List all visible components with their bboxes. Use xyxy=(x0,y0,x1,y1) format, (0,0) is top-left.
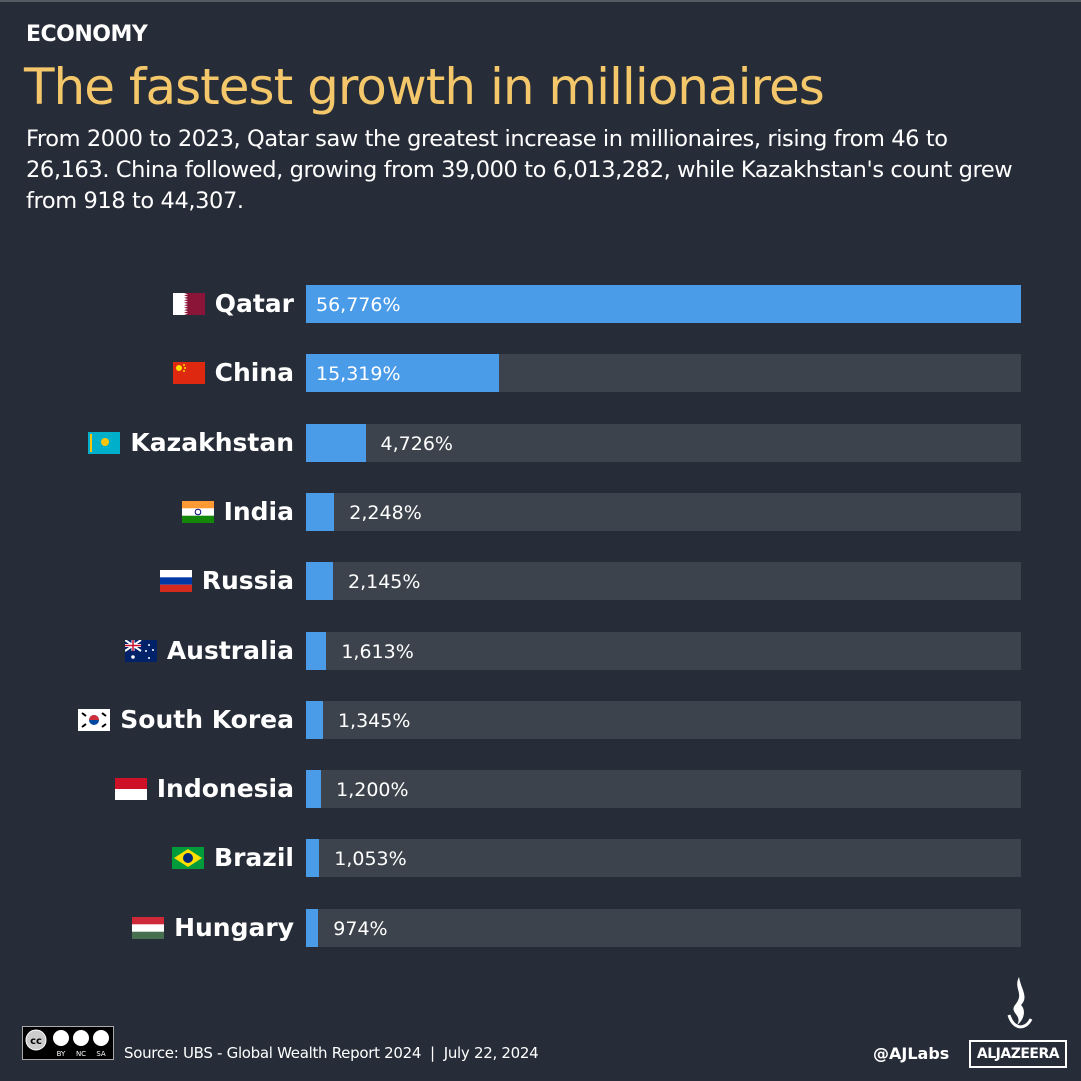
flag-india-icon xyxy=(181,500,214,523)
category-label: Russia xyxy=(159,562,294,600)
bar-row-hungary: Hungary 974% xyxy=(0,908,1081,947)
country-name: India xyxy=(223,496,294,526)
flag-russia-icon xyxy=(159,570,192,593)
flag-brazil-icon xyxy=(172,847,205,870)
value-label: 1,613% xyxy=(341,640,414,663)
flag-china-icon xyxy=(172,362,205,385)
category-label: India xyxy=(181,493,294,531)
bar xyxy=(306,423,366,462)
bar xyxy=(306,839,320,878)
value-label: 1,345% xyxy=(337,709,411,732)
bar xyxy=(306,354,499,393)
value-label: 2,145% xyxy=(348,571,421,594)
country-name: Brazil xyxy=(214,843,294,873)
svg-text:SA: SA xyxy=(96,1050,106,1058)
flag-south-korea-icon xyxy=(78,708,111,731)
value-label: 2,248% xyxy=(349,501,422,524)
category-label: China xyxy=(172,354,294,392)
bar xyxy=(306,492,335,531)
source-note: Source: UBS - Global Wealth Report 2024 … xyxy=(124,1044,539,1062)
bar-row-qatar: Qatar 56,776% xyxy=(0,285,1081,323)
country-name: Qatar xyxy=(214,289,294,318)
social-handle: @AJLabs xyxy=(873,1044,950,1063)
value-label: 1,200% xyxy=(336,779,409,802)
flag-kazakhstan-icon xyxy=(88,431,121,454)
bar xyxy=(306,700,323,739)
flag-qatar-icon xyxy=(172,293,205,315)
flag-australia-icon xyxy=(124,639,157,662)
bar xyxy=(306,908,319,947)
bar-track xyxy=(306,770,1021,809)
category-label: Qatar xyxy=(172,285,294,323)
value-label: 4,726% xyxy=(380,432,453,455)
category-label: Australia xyxy=(124,632,294,670)
flag-hungary-icon xyxy=(132,916,165,939)
value-label: 974% xyxy=(333,917,388,940)
creative-commons-badge: cc BY NC SA xyxy=(22,1026,114,1060)
bar-row-brazil: Brazil 1,053% xyxy=(0,839,1081,878)
value-label: 56,776% xyxy=(316,294,401,316)
bar-row-south-korea: South Korea 1,345% xyxy=(0,700,1081,739)
bar-track xyxy=(306,839,1021,878)
bar-row-australia: Australia 1,613% xyxy=(0,631,1081,670)
bar-row-india: India 2,248% xyxy=(0,492,1081,531)
bar-track xyxy=(306,908,1021,947)
bar xyxy=(306,770,322,809)
top-border xyxy=(0,0,1081,2)
bar xyxy=(306,631,327,670)
bar-row-russia: Russia 2,145% xyxy=(0,562,1081,601)
chart-title: The fastest growth in millionaires xyxy=(24,58,825,116)
svg-text:cc: cc xyxy=(30,1036,42,1047)
value-label: 1,053% xyxy=(334,848,407,871)
bar-row-indonesia: Indonesia 1,200% xyxy=(0,770,1081,809)
country-name: China xyxy=(214,358,294,388)
section-kicker: ECONOMY xyxy=(26,22,148,47)
bar-chart: Qatar 56,776% China 15,319% Kazakhstan 4… xyxy=(0,270,1081,950)
country-name: Kazakhstan xyxy=(130,427,294,457)
bar-track xyxy=(306,492,1021,531)
country-name: South Korea xyxy=(120,704,294,734)
bar-track xyxy=(306,631,1021,670)
bar-track xyxy=(306,562,1021,601)
bar xyxy=(306,285,1021,323)
country-name: Indonesia xyxy=(156,774,294,804)
bar-row-china: China 15,319% xyxy=(0,354,1081,393)
category-label: Indonesia xyxy=(114,770,294,808)
category-label: Kazakhstan xyxy=(88,424,294,462)
value-label: 15,319% xyxy=(316,363,401,386)
aljazeera-calligraphy-logo xyxy=(1007,977,1033,1029)
category-label: South Korea xyxy=(78,701,294,739)
bar-row-kazakhstan: Kazakhstan 4,726% xyxy=(0,423,1081,462)
country-name: Australia xyxy=(166,635,294,665)
bar-track xyxy=(306,700,1021,739)
chart-subtitle: From 2000 to 2023, Qatar saw the greates… xyxy=(26,126,1013,214)
cc-license-icon: cc BY NC SA xyxy=(25,1029,109,1058)
aljazeera-wordmark: ALJAZEERA xyxy=(969,1040,1067,1068)
svg-text:NC: NC xyxy=(76,1050,86,1058)
country-name: Russia xyxy=(201,566,294,596)
flag-indonesia-icon xyxy=(114,778,147,801)
bar-track xyxy=(306,423,1021,462)
country-name: Hungary xyxy=(174,912,294,942)
bar xyxy=(306,562,333,601)
svg-text:BY: BY xyxy=(57,1050,66,1058)
category-label: Hungary xyxy=(132,909,294,947)
category-label: Brazil xyxy=(172,839,294,877)
